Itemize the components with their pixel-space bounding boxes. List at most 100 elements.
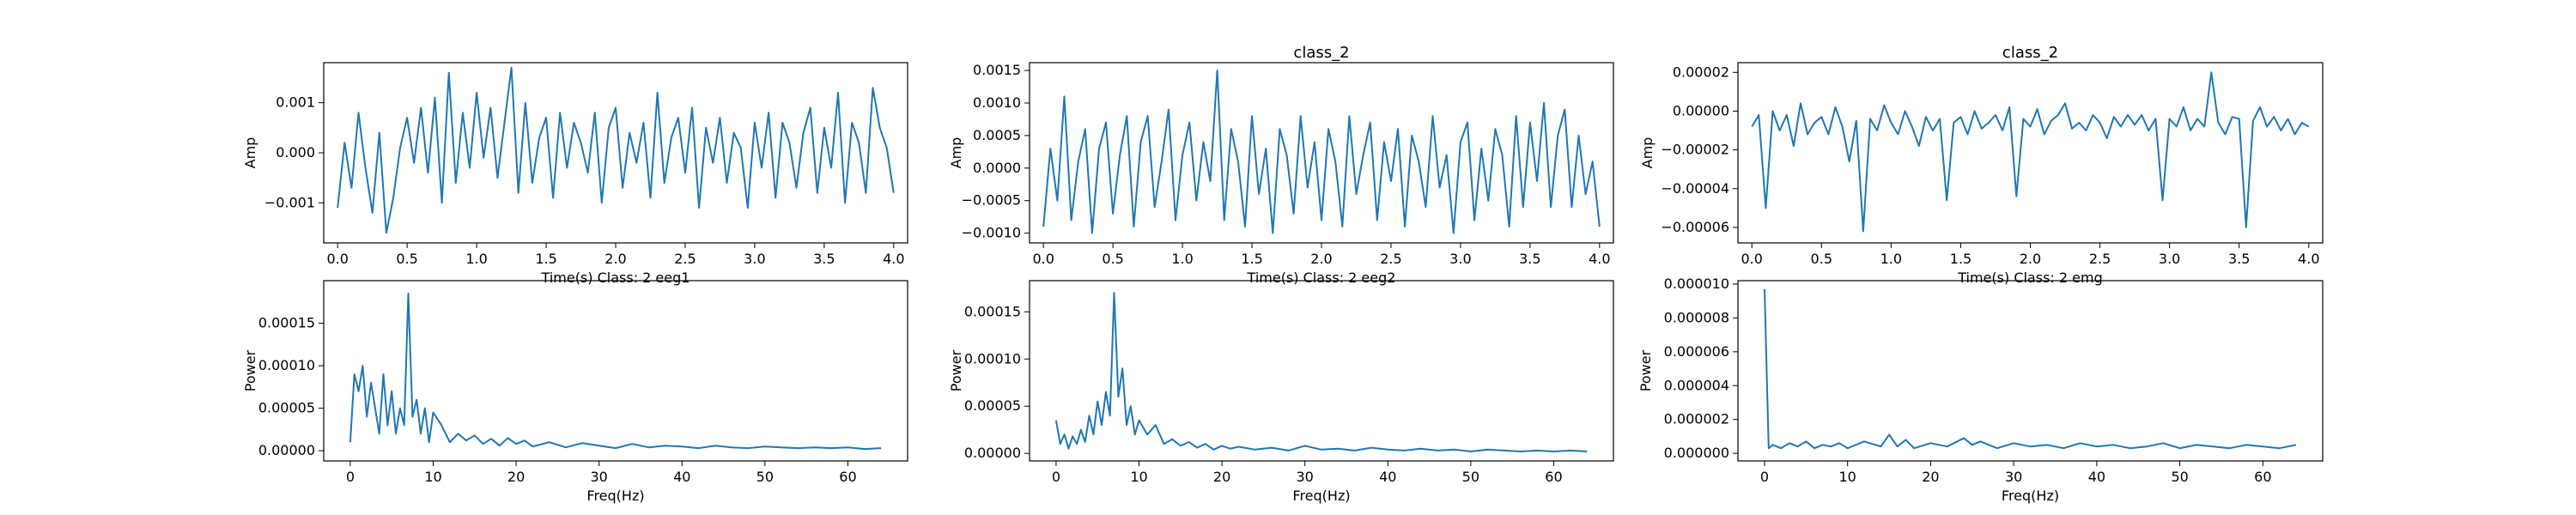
subplot-eeg1-time: 0.0 0.5 1.0 1.5 2.0 2.5 3.0 3.5 4.0 −0.001 0.000 0.… [242,62,908,286]
emg-time-axes-frame [1737,62,2324,244]
emg-power-ytick-label: 0.000006 [1664,343,1729,360]
eeg1-time-xtick-label: 0.5 [396,251,417,267]
emg-power-ytick-label: 0.000008 [1664,309,1729,325]
eeg1-time-ytick-label: −0.001 [264,194,315,210]
emg-time-xtick-label: 2.5 [2089,251,2111,267]
eeg2-time-xtick-label: 1.5 [1241,251,1262,267]
eeg2-time-ytick-label: 0.0005 [973,127,1021,143]
emg-power-xlabel: Freq(Hz) [2002,488,2059,504]
emg-power-xtick-label: 60 [2254,469,2271,485]
eeg1-power-xlabel: Freq(Hz) [586,488,644,504]
eeg1-time-xtick-label: 2.5 [674,251,696,267]
eeg2-time-xtick-label: 2.0 [1310,251,1332,267]
emg-time-xlabel: Time(s) Class: 2 emg [1957,270,2102,286]
eeg1-time-ytick-label: 0.001 [276,94,315,111]
eeg1-power-ytick-label: 0.00005 [258,400,315,416]
eeg2-power-ytick-label: 0.00005 [964,397,1021,414]
eeg2-power-ytick-label: 0.00015 [964,303,1021,319]
eeg1-time-xtick-label: 0.0 [326,251,348,267]
emg-time-xtick-label: 1.5 [1950,251,1971,267]
emg-power-ytick-label: 0.000000 [1664,445,1729,461]
eeg2-power-xlabel: Freq(Hz) [1292,488,1350,504]
emg-time-ytick-label: −0.00006 [1661,219,1729,235]
eeg2-time-ytick-label: 0.0000 [973,160,1021,176]
eeg1-time-xtick-label: 1.0 [465,251,487,267]
eeg2-power-xtick-label: 50 [1462,469,1479,485]
eeg2-time-xtick-label: 4.0 [1589,251,1610,267]
emg-power-xtick-label: 20 [1922,469,1939,485]
eeg1-power-series-line [349,292,882,451]
emg-time-ytick-label: −0.00002 [1661,142,1729,158]
emg-time-series-line [1751,71,2310,233]
eeg2-power-ylabel: Power [948,349,964,391]
eeg2-time-ytick-label: 0.0010 [973,94,1021,111]
eeg2-power-xtick-label: 60 [1545,469,1562,485]
eeg1-power-ylabel: Power [242,349,258,391]
emg-time-ytick-label: −0.00004 [1661,180,1729,197]
eeg2-time-series-line [1042,70,1601,234]
emg-time-xtick-label: 0.5 [1811,251,1832,267]
eeg1-power-ytick-label: 0.00010 [258,357,315,373]
eeg1-power-xtick-label: 40 [673,469,690,485]
eeg1-time-xtick-label: 2.0 [605,251,626,267]
eeg1-time-ytick-label: 0.000 [276,144,315,161]
emg-power-axes-frame [1737,280,2324,462]
eeg1-power-xtick-label: 30 [591,469,608,485]
eeg1-time-xlabel: Time(s) Class: 2 eeg1 [541,270,690,286]
eeg2-time-ytick-label: 0.0015 [973,62,1021,78]
eeg2-power-series-line [1054,292,1588,452]
emg-power-xtick-label: 0 [1760,469,1769,485]
eeg2-power-xtick-label: 20 [1213,469,1230,485]
eeg1-time-xtick-label: 1.5 [535,251,556,267]
subplot-emg-power: 0 10 20 30 40 50 60 0.000000 0.000002 0.000004 0.0… [1637,276,2324,504]
eeg2-time-xtick-label: 2.5 [1380,251,1401,267]
eeg1-power-xtick-label: 0 [346,469,355,485]
eeg1-power-xtick-label: 20 [507,469,525,485]
emg-time-ylabel: Amp [1639,137,1656,169]
eeg2-time-xtick-label: 3.0 [1449,251,1471,267]
eeg1-time-xtick-label: 3.5 [813,251,835,267]
eeg2-time-title: class_2 [1293,44,1349,62]
emg-power-ytick-label: 0.000002 [1664,411,1729,427]
eeg1-time-series-line [337,66,895,234]
eeg1-power-xtick-label: 50 [756,469,774,485]
emg-time-ytick-label: 0.00000 [1673,102,1729,118]
eeg1-time-xtick-label: 3.0 [744,251,765,267]
eeg2-power-xtick-label: 0 [1052,469,1060,485]
emg-time-title: class_2 [2002,44,2058,62]
eeg2-time-ytick-label: −0.0010 [962,225,1021,241]
subplot-eeg2-power: 0 10 20 30 40 50 60 0.00000 0.00005 0.00010 0.0001… [948,280,1614,504]
emg-time-xtick-label: 3.0 [2159,251,2180,267]
subplot-emg-time: 0.0 0.5 1.0 1.5 2.0 2.5 3.0 3.5 4.0 −0.00006 −0.00… [1639,44,2324,286]
eeg2-power-axes-frame [1029,280,1614,462]
eeg2-time-xtick-label: 0.5 [1102,251,1123,267]
emg-power-ytick-label: 0.000010 [1664,276,1729,292]
eeg2-time-xlabel: Time(s) Class: 2 eeg2 [1247,270,1396,286]
subplot-eeg2-time: 0.0 0.5 1.0 1.5 2.0 2.5 3.0 3.5 4.0 −0.0010 −0.000… [948,44,1614,286]
emg-time-xtick-label: 0.0 [1741,251,1762,267]
eeg2-time-xtick-label: 3.5 [1519,251,1540,267]
eeg1-time-axes-frame [323,62,908,244]
emg-time-xtick-label: 1.0 [1880,251,1902,267]
eeg2-power-ytick-label: 0.00010 [964,350,1021,367]
eeg2-power-xtick-label: 30 [1297,469,1314,485]
eeg1-time-ylabel: Amp [242,137,258,169]
eeg1-power-xtick-label: 60 [839,469,856,485]
eeg2-time-xtick-label: 0.0 [1032,251,1054,267]
emg-time-ytick-label: 0.00002 [1673,64,1729,80]
eeg1-time-xtick-label: 4.0 [883,251,904,267]
eeg2-power-xtick-label: 40 [1379,469,1396,485]
emg-time-xtick-label: 3.5 [2228,251,2250,267]
subplot-eeg1-power: 0 10 20 30 40 50 60 0.00000 0.00005 0.00010 0.0001… [242,280,908,504]
eeg1-power-ytick-label: 0.00015 [258,315,315,331]
emg-power-series-line [1764,288,2297,450]
eeg1-power-ytick-label: 0.00000 [258,442,315,458]
emg-time-xtick-label: 4.0 [2298,251,2319,267]
emg-power-xtick-label: 30 [2005,469,2022,485]
eeg2-time-ytick-label: −0.0005 [962,192,1021,209]
eeg2-power-xtick-label: 10 [1130,469,1147,485]
emg-time-xtick-label: 2.0 [2020,251,2041,267]
emg-power-xtick-label: 40 [2088,469,2105,485]
emg-power-ytick-label: 0.000004 [1664,377,1729,393]
